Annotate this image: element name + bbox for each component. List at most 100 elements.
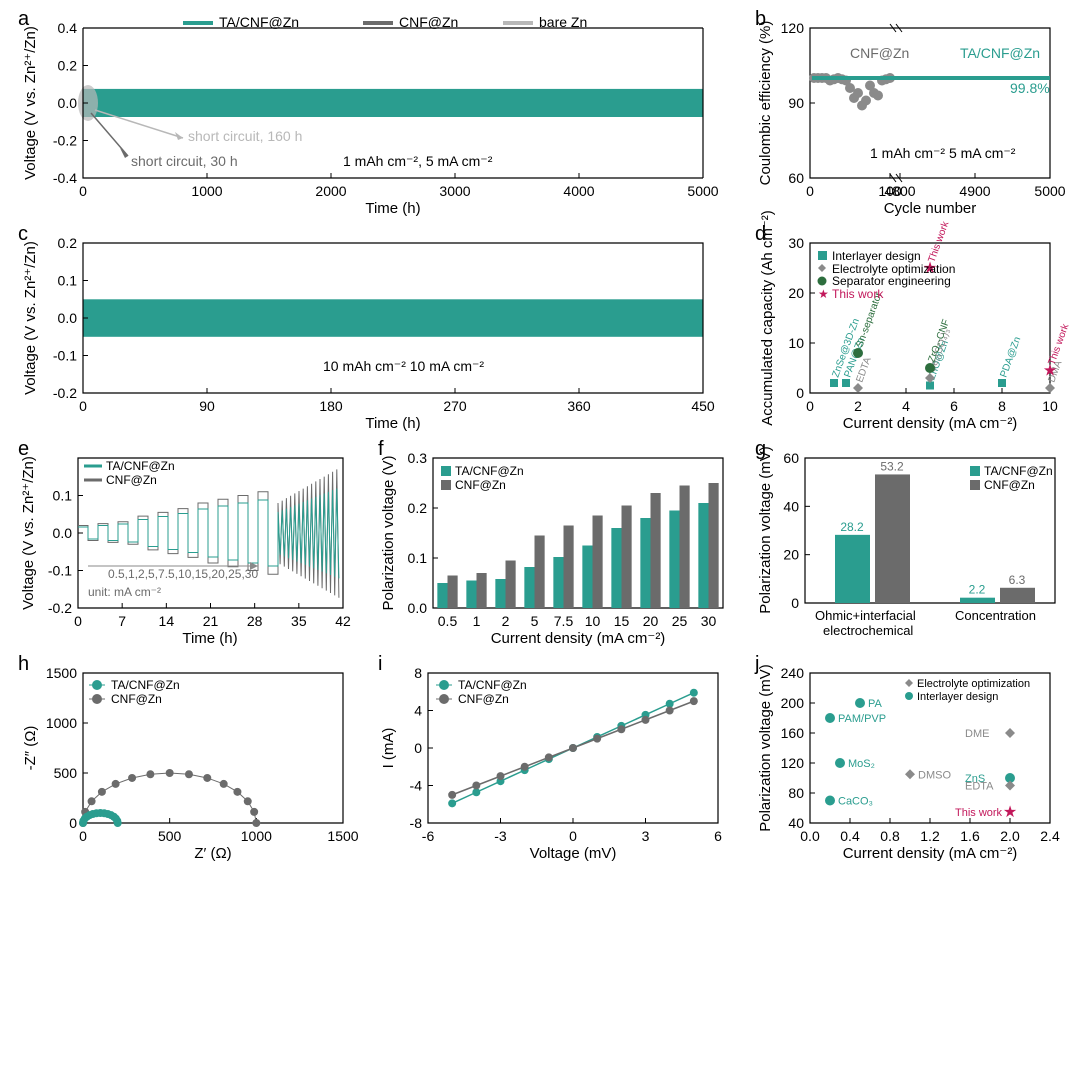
c-xlabel: Time (h) (365, 415, 420, 432)
svg-text:0.3: 0.3 (408, 450, 428, 466)
svg-text:0: 0 (69, 815, 77, 831)
leg-a0: TA/CNF@Zn (219, 14, 299, 30)
g-cat1: Concentration (955, 608, 1036, 623)
panel-j-label: j (755, 653, 759, 676)
panel-i-chart: -8-4048-6-3036 TA/CNF@Zn CNF@Zn Voltage … (378, 653, 738, 863)
e-leg1: CNF@Zn (106, 473, 157, 487)
svg-text:0.1: 0.1 (58, 273, 78, 289)
svg-text:80: 80 (788, 785, 804, 801)
h-leg1: CNF@Zn (111, 692, 162, 706)
svg-text:1.2: 1.2 (920, 828, 940, 844)
svg-text:0.4: 0.4 (840, 828, 860, 844)
svg-text:-0.2: -0.2 (48, 600, 72, 616)
svg-text:EDTA: EDTA (965, 781, 994, 793)
j-leg0: Electrolyte optimization (917, 678, 1030, 690)
svg-text:-0.2: -0.2 (53, 385, 77, 401)
svg-text:8: 8 (414, 665, 422, 681)
svg-text:120: 120 (781, 20, 805, 36)
svg-text:5: 5 (531, 613, 539, 629)
h-ylabel: -Z″ (Ω) (22, 726, 39, 771)
svg-text:53.2: 53.2 (880, 459, 904, 473)
svg-text:28.2: 28.2 (840, 520, 864, 534)
svg-text:0: 0 (79, 183, 87, 199)
svg-text:-6: -6 (422, 828, 435, 844)
svg-text:360: 360 (567, 398, 591, 414)
svg-text:25: 25 (672, 613, 688, 629)
svg-text:20: 20 (643, 613, 659, 629)
svg-text:0.8: 0.8 (880, 828, 900, 844)
svg-text:10: 10 (585, 613, 601, 629)
e-unit: unit: mA cm⁻² (88, 585, 161, 599)
svg-text:0: 0 (791, 595, 799, 611)
svg-text:10: 10 (1042, 398, 1058, 414)
svg-text:7: 7 (118, 613, 126, 629)
panel-e-label: e (18, 438, 29, 461)
svg-text:500: 500 (54, 765, 78, 781)
svg-text:-8: -8 (410, 815, 423, 831)
svg-text:20: 20 (783, 547, 799, 563)
svg-text:3000: 3000 (439, 183, 470, 199)
svg-text:0.4: 0.4 (58, 20, 78, 36)
svg-text:450: 450 (691, 398, 715, 414)
j-ylabel: Polarization voltage (mV) (757, 664, 774, 832)
svg-text:DME: DME (965, 728, 989, 740)
svg-text:0.2: 0.2 (58, 58, 78, 74)
panel-i-label: i (378, 653, 382, 676)
h-xlabel: Z′ (Ω) (194, 845, 231, 862)
svg-text:1500: 1500 (327, 828, 358, 844)
panel-a-chart: -0.4-0.20.00.20.4 010002000300040005000 … (18, 8, 738, 218)
f-ylabel: Polarization voltage (V) (380, 455, 397, 610)
panel-f-chart: 0.00.10.20.30.51257.51015202530 TA/CNF@Z… (378, 438, 738, 648)
svg-text:2: 2 (502, 613, 510, 629)
svg-text:160: 160 (781, 725, 805, 741)
svg-text:1000: 1000 (191, 183, 222, 199)
svg-text:40: 40 (783, 498, 799, 514)
svg-text:1.6: 1.6 (960, 828, 980, 844)
svg-text:0.1: 0.1 (408, 550, 428, 566)
panel-h-chart: 050010001500050010001500 TA/CNF@Zn CNF@Z… (18, 653, 363, 863)
g-ylabel: Polarization voltage (mV) (757, 446, 774, 614)
svg-text:240: 240 (781, 665, 805, 681)
svg-text:PAM/PVP: PAM/PVP (838, 713, 886, 725)
svg-text:5000: 5000 (1034, 183, 1065, 199)
svg-text:35: 35 (291, 613, 307, 629)
panel-h-label: h (18, 653, 29, 676)
svg-text:★: ★ (1003, 804, 1017, 821)
svg-text:PA: PA (868, 698, 883, 710)
i-ylabel: I (mA) (380, 728, 397, 769)
svg-text:4: 4 (414, 703, 422, 719)
panel-g-label: g (755, 438, 766, 461)
svg-text:0.2: 0.2 (408, 500, 428, 516)
svg-text:0.5: 0.5 (438, 613, 458, 629)
svg-text:0: 0 (569, 828, 577, 844)
svg-text:7.5: 7.5 (554, 613, 574, 629)
panel-c-label: c (18, 223, 28, 246)
svg-text:90: 90 (788, 95, 804, 111)
svg-text:★: ★ (818, 287, 829, 301)
svg-text:8: 8 (998, 398, 1006, 414)
svg-text:60: 60 (783, 450, 799, 466)
svg-text:0: 0 (796, 385, 804, 401)
svg-text:0.0: 0.0 (408, 600, 428, 616)
svg-text:3: 3 (642, 828, 650, 844)
svg-text:120: 120 (781, 755, 805, 771)
svg-text:1: 1 (473, 613, 481, 629)
a-ann0: short circuit, 160 h (188, 128, 302, 144)
panel-d-chart: 01020300246810 ZnSe@3D-ZnPAN@ZnSn-separa… (755, 223, 1070, 433)
svg-text:1000: 1000 (46, 715, 77, 731)
svg-text:6: 6 (714, 828, 722, 844)
svg-text:2.4: 2.4 (1040, 828, 1060, 844)
svg-text:-0.4: -0.4 (53, 170, 77, 186)
svg-text:20: 20 (788, 285, 804, 301)
f-leg0: TA/CNF@Zn (455, 464, 524, 478)
b-tacnf: TA/CNF@Zn (960, 45, 1040, 61)
svg-text:14: 14 (159, 613, 175, 629)
svg-text:0.0: 0.0 (58, 95, 78, 111)
i-leg1: CNF@Zn (458, 692, 509, 706)
panel-d-label: d (755, 223, 766, 246)
j-leg1: Interlayer design (917, 691, 998, 703)
svg-text:90: 90 (199, 398, 215, 414)
svg-text:-0.2: -0.2 (53, 133, 77, 149)
leg-a2: bare Zn (539, 14, 587, 30)
b-val: 99.8% (1010, 80, 1050, 96)
